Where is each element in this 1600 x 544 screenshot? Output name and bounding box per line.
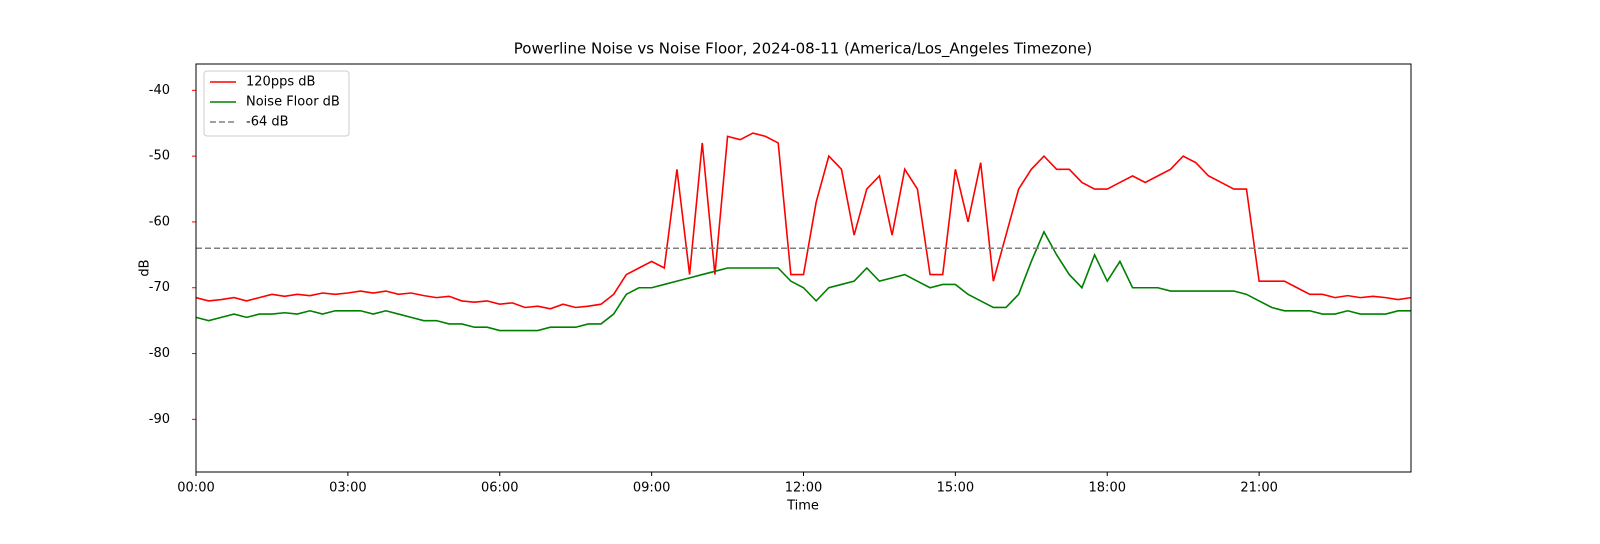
x-tick-label: 09:00 [633,481,670,496]
x-axis-label: Time [786,499,819,514]
x-tick-label: 12:00 [785,481,822,496]
series-line [196,132,1411,310]
y-tick-label: -50 [149,149,170,164]
chart-title: Powerline Noise vs Noise Floor, 2024-08-… [514,40,1092,59]
y-tick-label: -40 [149,83,170,98]
legend-box [203,70,350,137]
series-line [196,229,1411,332]
legend-label: -64 dB [246,115,289,130]
y-tick-label: -80 [149,346,170,361]
x-tick-label: 18:00 [1089,481,1126,496]
y-tick-label: -90 [149,412,170,427]
x-tick-label: 15:00 [937,481,974,496]
x-tick-label: 03:00 [329,481,366,496]
x-tick-label: 06:00 [481,481,518,496]
y-tick-label: -70 [149,280,170,295]
x-tick-label: 21:00 [1240,481,1277,496]
legend-label: 120pps dB [246,75,315,90]
y-tick-label: -60 [149,214,170,229]
plot-frame [195,63,1412,473]
x-tick-label: 00:00 [177,481,214,496]
legend-label: Noise Floor dB [246,95,340,110]
y-axis-label: dB [138,259,153,276]
